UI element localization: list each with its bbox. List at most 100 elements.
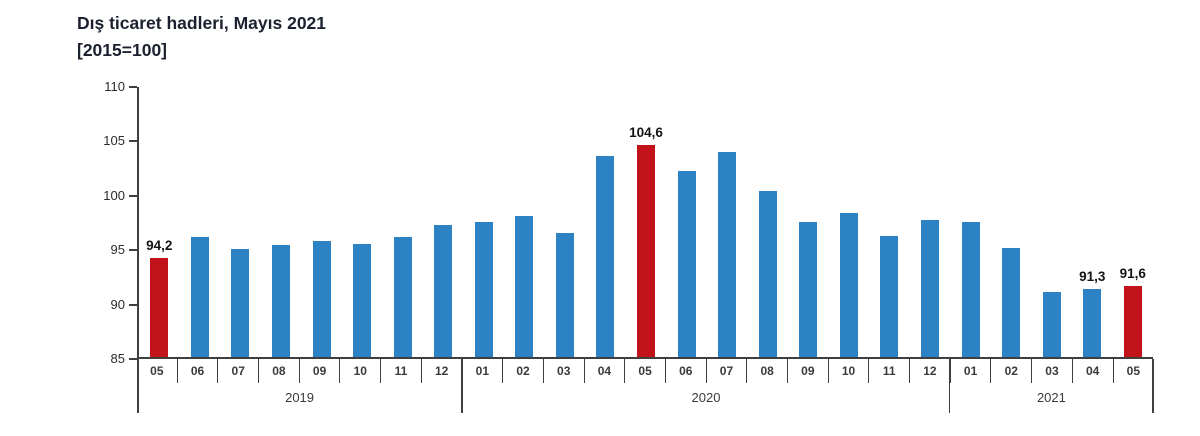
year-separator xyxy=(461,359,463,413)
bar-slot-2019-09 xyxy=(301,87,342,357)
bar-2020-06 xyxy=(677,171,696,357)
month-label-2021-05: 05 xyxy=(1126,364,1141,378)
year-label-2021: 2021 xyxy=(1036,390,1066,405)
year-separator xyxy=(137,359,139,413)
bar-slot-2020-12 xyxy=(910,87,951,357)
bar-2019-06 xyxy=(190,237,209,357)
chart-title: Dış ticaret hadleri, Mayıs 2021 xyxy=(77,13,327,33)
month-label-2020-08: 08 xyxy=(747,359,788,383)
y-axis-label: 85 xyxy=(110,351,125,366)
bar-2021-01 xyxy=(961,222,980,357)
bar-slot-2020-07 xyxy=(707,87,748,357)
year-separator xyxy=(948,359,951,413)
title-block: Dış ticaret hadleri, Mayıs 2021 [2015=10… xyxy=(77,10,326,64)
bar-2019-12 xyxy=(434,225,453,357)
bar-slot-2020-06 xyxy=(666,87,707,357)
y-axis-label: 110 xyxy=(104,79,125,94)
x-axis: 05 06 07 08 09 10 11 12 01 02 03 04 05 06 07 08 09 10 11 12… xyxy=(137,359,1154,413)
bar-2020-04 xyxy=(596,156,615,357)
year-band-2021: 2021 xyxy=(950,383,1153,413)
value-label-2020-05: 104,6 xyxy=(629,125,663,141)
bar-slot-2020-03 xyxy=(545,87,586,357)
bar-slot-2019-05: 94,2 xyxy=(139,87,180,357)
month-label-2020-12: 12 xyxy=(910,359,951,383)
bar-slot-2020-10 xyxy=(829,87,870,357)
month-label-2020-06: 06 xyxy=(666,359,707,383)
y-axis-tick xyxy=(129,86,137,88)
bar-2020-11 xyxy=(880,236,899,357)
bar-slot-2021-04: 91,3 xyxy=(1072,87,1113,357)
bar-2019-07 xyxy=(231,249,250,357)
bar-slot-2020-05: 104,6 xyxy=(626,87,667,357)
bar-2019-08 xyxy=(271,244,290,357)
bar-2021-04 xyxy=(1083,288,1102,357)
bar-2020-07 xyxy=(718,151,737,357)
year-label-2019: 2019 xyxy=(285,390,315,405)
bar-2019-09 xyxy=(312,241,331,357)
year-band-2020: 2020 xyxy=(462,383,950,413)
bar-slot-2020-04 xyxy=(585,87,626,357)
bar-slot-2020-01 xyxy=(464,87,505,357)
month-label-2020-05: 05 xyxy=(625,359,666,383)
value-label-2019-05: 94,2 xyxy=(146,237,173,253)
y-axis-tick xyxy=(129,358,137,360)
bar-2021-02 xyxy=(1002,247,1021,357)
bar-slot-2021-05: 91,6 xyxy=(1113,87,1154,357)
value-label-2021-05: 91,6 xyxy=(1119,265,1146,281)
month-label-2021-02: 02 xyxy=(991,359,1033,383)
bar-slot-2021-02 xyxy=(991,87,1032,357)
bar-slot-2019-08 xyxy=(261,87,302,357)
month-label-2019-06: 06 xyxy=(178,359,219,383)
bar-2020-09 xyxy=(799,222,818,357)
bar-2019-05 xyxy=(150,257,169,357)
month-label-2021-01: 01 xyxy=(951,359,992,383)
y-axis-label: 105 xyxy=(103,133,125,149)
month-label-2020-01: 01 xyxy=(463,359,504,383)
month-label-2021-04: 04 xyxy=(1073,359,1114,383)
month-label-2019-09: 09 xyxy=(300,359,341,383)
bar-2019-10 xyxy=(353,243,372,357)
month-label-2019-12: 12 xyxy=(422,359,463,383)
value-label-2021-04: 91,3 xyxy=(1079,268,1106,284)
y-axis-label: 100 xyxy=(103,187,125,203)
y-axis-label: 90 xyxy=(110,296,125,312)
month-label-2019-05: 05 xyxy=(137,359,178,383)
year-band-2019: 2019 xyxy=(137,383,462,413)
month-label-2020-04: 04 xyxy=(585,359,626,383)
bar-2021-03 xyxy=(1042,292,1061,357)
year-axis-row: 2019 2020 2021 xyxy=(137,383,1153,413)
bar-2020-02 xyxy=(515,215,534,357)
bar-slot-2021-03 xyxy=(1031,87,1072,357)
month-label-2019-08: 08 xyxy=(259,359,300,383)
bar-slot-2020-11 xyxy=(869,87,910,357)
y-axis-tick xyxy=(129,140,137,143)
month-label-2019-10: 10 xyxy=(340,359,382,383)
bar-slot-2019-10 xyxy=(342,87,383,357)
bar-2020-05 xyxy=(637,145,656,357)
year-label-2020: 2020 xyxy=(691,390,721,405)
bar-chart: 110 105 100 95 90 85 94,2 104,6 91,3 91,6 xyxy=(103,79,1153,366)
bar-slot-2019-06 xyxy=(180,87,221,357)
bar-2019-11 xyxy=(393,237,412,357)
y-axis-label: 95 xyxy=(110,242,125,258)
y-axis-tick xyxy=(129,249,137,252)
y-axis-tick xyxy=(129,194,137,197)
bar-2020-10 xyxy=(839,213,858,357)
month-label-2020-10: 10 xyxy=(829,359,870,383)
chart-subtitle: [2015=100] xyxy=(77,40,168,60)
bar-2020-08 xyxy=(758,190,777,357)
bar-slot-2021-01 xyxy=(950,87,991,357)
bar-slot-2020-08 xyxy=(747,87,788,357)
month-label-2020-02: 02 xyxy=(503,359,544,383)
bar-slot-2019-12 xyxy=(423,87,464,357)
bar-2020-12 xyxy=(920,219,939,357)
month-label-2021-03: 03 xyxy=(1032,359,1073,383)
month-label-2020-09: 09 xyxy=(788,359,829,383)
month-label-2020-07: 07 xyxy=(707,359,748,383)
plot-area: 94,2 104,6 91,3 91,6 xyxy=(137,87,1153,359)
bar-2021-05 xyxy=(1123,285,1142,357)
bar-slot-2020-09 xyxy=(788,87,829,357)
month-label-2020-03: 03 xyxy=(544,359,585,383)
month-label-2019-11: 11 xyxy=(381,359,422,383)
